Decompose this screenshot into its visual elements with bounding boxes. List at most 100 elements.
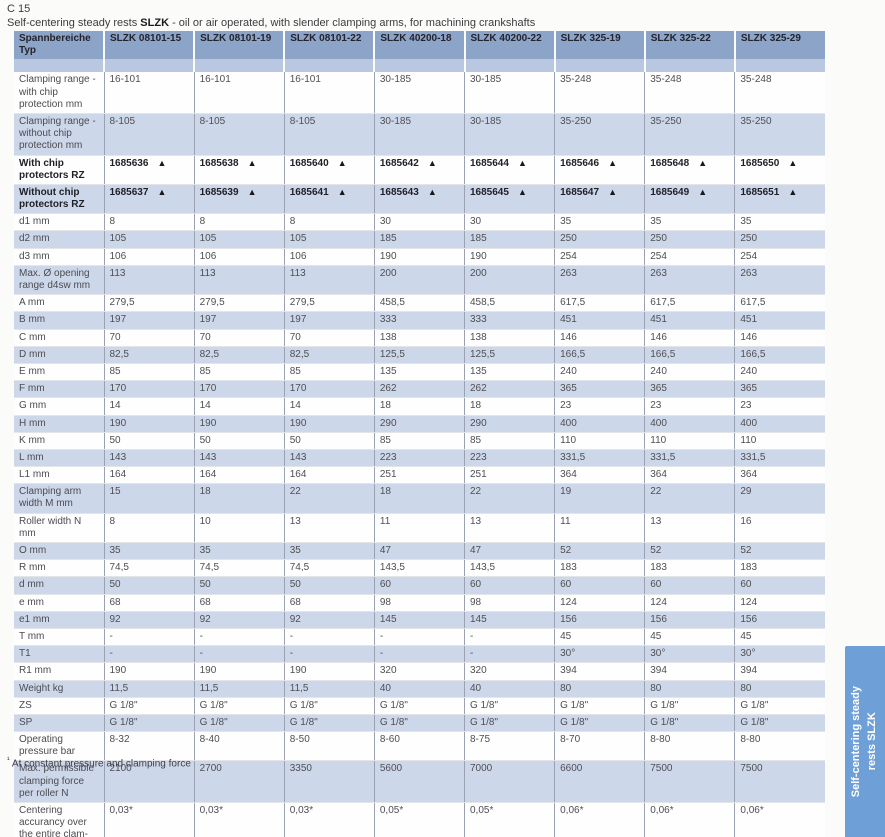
cell: 331,5 xyxy=(644,449,735,468)
cell-value: 74,5 xyxy=(109,562,129,574)
cell: 18 xyxy=(373,483,465,514)
cell-value: 11,5 xyxy=(199,682,219,694)
cell-value: 80 xyxy=(740,682,752,694)
cell: 11 xyxy=(554,513,645,544)
cell: 458,5 xyxy=(463,294,555,313)
cell: 1685649 ▲ xyxy=(644,184,735,215)
cell: 290 xyxy=(373,415,465,433)
cell: 14 xyxy=(283,397,375,416)
cell: 1685638 ▲ xyxy=(193,155,285,185)
cell: 1685651 ▲ xyxy=(734,184,825,215)
cell: 35-250 xyxy=(734,113,825,156)
row-label: d mm xyxy=(14,576,104,595)
row-label: D mm xyxy=(14,346,104,364)
cell-value: 92 xyxy=(289,613,301,625)
cell-value: 164 xyxy=(109,469,127,481)
cell-value: 13 xyxy=(650,515,662,527)
header-cell-type: SLZK 325-29 xyxy=(733,31,825,60)
header-row: Spannbereiche Typ SLZK 08101-15 SLZK 08101… xyxy=(14,31,825,60)
table-row: Without chip protectors RZ 1685637 ▲ 168563… xyxy=(14,184,825,215)
cell-value: 8 xyxy=(109,216,116,228)
cell: 30 xyxy=(463,213,555,232)
cell: 113 xyxy=(283,265,375,296)
row-label: Clamping range - without chip protection… xyxy=(14,113,104,156)
cell: 320 xyxy=(373,662,465,681)
cell: 70 xyxy=(193,329,285,347)
cell-value: 146 xyxy=(560,331,577,343)
cell-value: - xyxy=(199,648,203,660)
row-label: With chip protectors RZ xyxy=(14,155,104,185)
cell: 50 xyxy=(283,432,375,450)
cell: 364 xyxy=(554,466,645,485)
table-row: F mm 170 170 170 262 262 365 365 365 xyxy=(14,380,825,399)
row-label: e1 mm xyxy=(14,611,104,629)
cell-value: 124 xyxy=(740,596,758,608)
cell-value: 45 xyxy=(650,630,662,642)
cell: 8-40 xyxy=(193,731,285,762)
cell: 45 xyxy=(644,628,735,647)
cell: 164 xyxy=(103,466,195,485)
cell: 190 xyxy=(373,248,465,266)
cell-value: 30-185 xyxy=(379,74,412,86)
cell: 251 xyxy=(373,466,465,485)
cell: 279,5 xyxy=(103,294,195,313)
cell: 223 xyxy=(373,449,465,468)
cell: G 1/8" xyxy=(463,697,555,715)
cell-value: 1685645 xyxy=(470,186,509,198)
cell-value: 197 xyxy=(199,314,217,326)
cell: 279,5 xyxy=(283,294,375,313)
cell: G 1/8" xyxy=(734,697,825,715)
cell-value: 364 xyxy=(650,469,667,481)
cell-value: 146 xyxy=(740,331,758,343)
cell-value: 617,5 xyxy=(650,297,676,309)
cell: - xyxy=(283,645,375,664)
cell: - xyxy=(283,628,375,647)
cell-value: 1685646 xyxy=(560,157,600,169)
cell: 254 xyxy=(644,248,735,266)
cell-value: 70 xyxy=(199,331,211,343)
cell: 1685650 ▲ xyxy=(734,155,825,185)
cell: 200 xyxy=(463,265,555,296)
cell-value: 185 xyxy=(470,233,487,245)
cell: 35-248 xyxy=(644,72,735,114)
cell-value: 8-40 xyxy=(199,734,220,746)
cell: 333 xyxy=(463,311,555,330)
cell: 22 xyxy=(463,483,555,514)
cell-value: 1685649 xyxy=(650,186,690,198)
cell: 60 xyxy=(554,576,645,595)
cell: 8-80 xyxy=(734,731,825,762)
cell: 85 xyxy=(193,363,285,382)
cell-value: 110 xyxy=(650,434,667,446)
cell-value: 22 xyxy=(470,486,482,498)
cell: 18 xyxy=(193,483,285,514)
cell: 35-250 xyxy=(554,113,645,156)
cell: 30-185 xyxy=(463,113,555,156)
table-row: e1 mm 92 92 92 145 145 156 156 156 xyxy=(14,611,825,629)
cell: - xyxy=(463,628,555,647)
cell-value: 40 xyxy=(379,682,391,694)
cell: 394 xyxy=(554,662,645,681)
cell: 30 xyxy=(373,213,465,232)
order-triangle-icon: ▲ xyxy=(247,186,257,197)
cell-value: 365 xyxy=(560,383,577,395)
cell: 68 xyxy=(193,594,285,612)
cell: 1685644 ▲ xyxy=(463,155,555,185)
row-label: L1 mm xyxy=(14,466,104,485)
cell-value: 197 xyxy=(289,314,307,326)
table-row: H mm 190 190 190 290 290 400 400 400 xyxy=(14,415,825,433)
header-band-cell xyxy=(463,59,555,73)
cell: 156 xyxy=(554,611,645,629)
cell-value: 320 xyxy=(470,665,487,677)
table-row: Centering accurancy over the entire clam… xyxy=(14,802,825,837)
cell-value: 333 xyxy=(470,314,487,326)
cell-value: 2700 xyxy=(199,763,222,775)
cell: 85 xyxy=(103,363,195,382)
cell-value: 11,5 xyxy=(109,682,129,694)
cell: 35-248 xyxy=(554,72,645,114)
cell-value: 451 xyxy=(740,314,758,326)
table-row: Max. Ø opening range d4sw mm 113 113 113 200… xyxy=(14,265,825,296)
cell: G 1/8" xyxy=(644,714,735,733)
cell-value: 125,5 xyxy=(470,348,496,360)
cell: 18 xyxy=(373,397,465,416)
cell: 8-75 xyxy=(463,731,555,762)
